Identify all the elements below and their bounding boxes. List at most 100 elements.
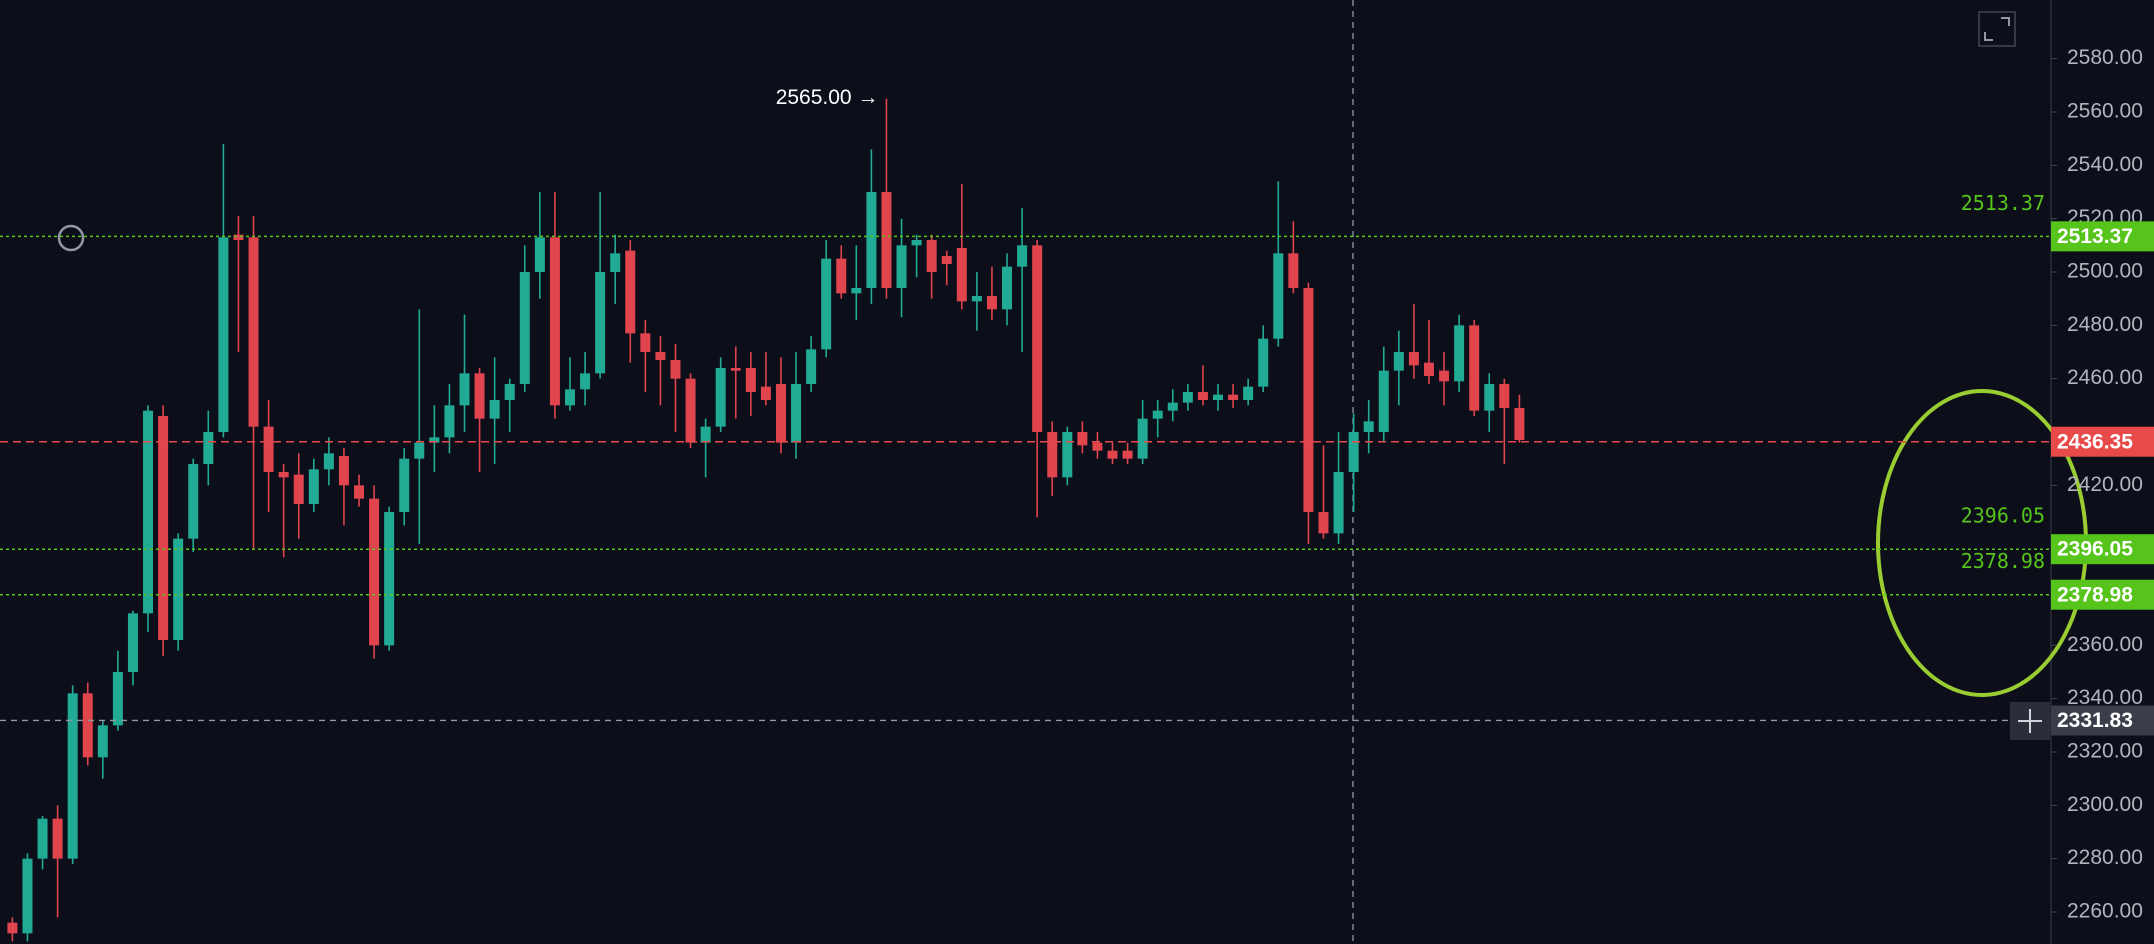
level-label: 2513.37	[1961, 191, 2045, 215]
candle-body	[504, 384, 515, 400]
candle-body	[564, 389, 575, 406]
candle-body	[293, 474, 304, 504]
candles	[7, 98, 1525, 942]
candle-body	[896, 245, 907, 288]
candle-body	[760, 386, 771, 400]
expand-button[interactable]	[1978, 11, 2016, 47]
candle-body	[188, 464, 199, 539]
candle-body	[429, 437, 440, 443]
candle-body	[1469, 325, 1480, 411]
candle-body	[22, 858, 33, 934]
candle-body	[1303, 288, 1314, 512]
candle-body	[1228, 394, 1239, 400]
candle-body	[745, 368, 756, 392]
candle-body	[851, 288, 862, 294]
candle-body	[1092, 442, 1103, 451]
price-badge	[2051, 426, 2154, 457]
y-tick-label: 2320.00	[2067, 740, 2143, 763]
y-tick-label: 2340.00	[2067, 686, 2143, 709]
price-badge-label: 2396.05	[2057, 538, 2133, 561]
max-price-label: 2565.00 →	[776, 86, 879, 109]
candle-body	[1499, 384, 1510, 408]
candle-body	[52, 818, 63, 859]
candle-body	[1032, 245, 1043, 432]
candle-body	[580, 373, 591, 390]
candle-body	[911, 240, 922, 246]
candle-body	[97, 725, 108, 758]
candle-body	[263, 426, 274, 472]
candle-body	[384, 512, 395, 646]
y-tick-label: 2500.00	[2067, 260, 2143, 283]
plus-button[interactable]	[2010, 702, 2050, 740]
candle-body	[7, 922, 18, 934]
candle-body	[610, 253, 621, 272]
candle-body	[489, 400, 500, 419]
candle-body	[474, 373, 485, 419]
y-tick-label: 2280.00	[2067, 846, 2143, 869]
price-badge-label: 2378.98	[2057, 583, 2133, 606]
candle-body	[595, 272, 606, 374]
candle-body	[203, 432, 214, 464]
level-label: 2396.05	[1961, 504, 2045, 528]
plus-icon	[2018, 709, 2042, 733]
drawing-handle[interactable]	[57, 224, 85, 252]
candle-body	[1002, 266, 1013, 310]
price-badge	[2051, 579, 2154, 610]
expand-icon	[1984, 17, 2010, 41]
y-tick-label: 2260.00	[2067, 900, 2143, 923]
candle-body	[1152, 410, 1163, 419]
candle-body	[730, 368, 741, 371]
candle-body	[143, 410, 154, 614]
candle-body	[1213, 394, 1223, 400]
candle-body	[308, 469, 319, 504]
candle-body	[866, 192, 877, 288]
candle-body	[821, 258, 832, 350]
candle-body	[519, 272, 530, 384]
expand-frame	[1978, 11, 2016, 47]
candle-body	[1348, 432, 1359, 472]
candle-body	[278, 472, 289, 478]
candle-body	[1062, 432, 1073, 478]
candle-body	[1514, 408, 1525, 440]
price-badge	[2051, 221, 2154, 252]
price-badge-label: 2436.35	[2057, 430, 2133, 453]
candle-body	[369, 498, 380, 646]
candle-body	[1017, 245, 1028, 267]
candle-body	[655, 352, 666, 360]
candle-body	[1363, 421, 1374, 432]
candle-body	[459, 373, 470, 406]
candle-body	[1077, 432, 1088, 446]
candle-body	[338, 456, 349, 486]
candle-body	[67, 693, 78, 859]
candle-body	[218, 237, 229, 432]
candle-body	[354, 485, 365, 499]
candle-body	[1378, 370, 1389, 432]
candle-body	[399, 458, 410, 512]
price-badge	[2051, 705, 2154, 736]
candle-body	[1167, 402, 1178, 411]
price-badge-label: 2513.37	[2057, 225, 2133, 248]
candle-body	[881, 192, 892, 288]
candle-body	[1258, 338, 1269, 387]
candle-body	[323, 453, 334, 470]
candle-body	[248, 237, 259, 427]
candle-body	[1273, 253, 1284, 339]
candle-body	[625, 250, 636, 334]
candle-body	[1122, 450, 1133, 459]
candle-body	[127, 613, 138, 672]
candle-body	[1107, 450, 1118, 459]
price-badge	[2051, 534, 2154, 565]
candle-body	[1318, 512, 1329, 534]
candle-body	[926, 240, 937, 272]
candle-body	[37, 818, 48, 859]
candle-body	[414, 442, 425, 459]
candle-body	[82, 693, 93, 758]
candle-body	[791, 384, 802, 443]
candle-body	[1243, 386, 1254, 400]
candle-body	[1333, 472, 1344, 534]
candle-body	[700, 426, 711, 443]
y-tick-label: 2540.00	[2067, 153, 2143, 176]
